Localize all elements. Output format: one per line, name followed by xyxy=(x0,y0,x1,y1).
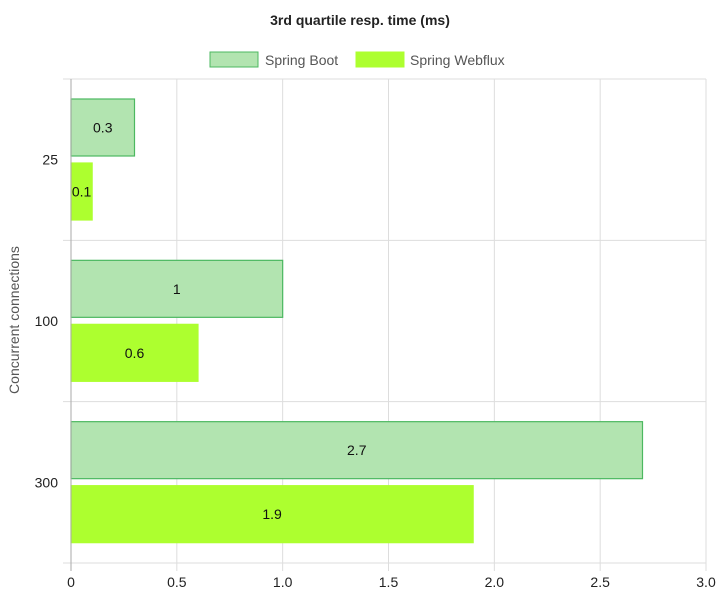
bar-spring-boot-300 xyxy=(70,421,644,480)
legend: Spring Boot Spring Webflux xyxy=(209,51,505,68)
x-tick-label: 2.0 xyxy=(485,574,505,590)
data-label: 2.7 xyxy=(347,442,367,458)
bar-spring-boot-25 xyxy=(70,98,136,157)
y-axis-label: Concurrent connections xyxy=(6,246,22,394)
y-tick-label: 300 xyxy=(35,474,59,490)
legend-swatch-spring-webflux xyxy=(355,51,405,68)
bar-spring-boot-100 xyxy=(70,259,284,318)
x-tick-label: 1.0 xyxy=(273,574,293,590)
x-tick-label: 0.5 xyxy=(167,574,187,590)
x-tick-label: 1.5 xyxy=(379,574,399,590)
x-tick-label: 2.5 xyxy=(590,574,610,590)
x-tick-label: 0 xyxy=(67,574,75,590)
chart-title: 3rd quartile resp. time (ms) xyxy=(270,12,450,28)
x-tick-label: 3.0 xyxy=(696,574,716,590)
axes: 0 0.5 1.0 1.5 2.0 2.5 3.0 25 100 300 xyxy=(35,79,716,590)
y-tick-label: 25 xyxy=(42,152,58,168)
legend-swatch-spring-boot xyxy=(209,51,259,68)
data-label: 0.3 xyxy=(93,120,113,136)
data-label: 1.9 xyxy=(262,506,282,522)
data-label: 0.6 xyxy=(125,345,145,361)
bar-spring-webflux-100 xyxy=(70,323,199,382)
bars: 0.3 0.1 1 0.6 2.7 1.9 xyxy=(70,98,644,544)
legend-label-spring-boot: Spring Boot xyxy=(265,52,338,68)
data-label: 1 xyxy=(173,281,181,297)
data-label: 0.1 xyxy=(72,184,92,200)
legend-label-spring-webflux: Spring Webflux xyxy=(410,52,505,68)
bar-spring-webflux-300 xyxy=(70,485,474,544)
gridlines xyxy=(63,78,707,571)
y-tick-label: 100 xyxy=(35,313,59,329)
